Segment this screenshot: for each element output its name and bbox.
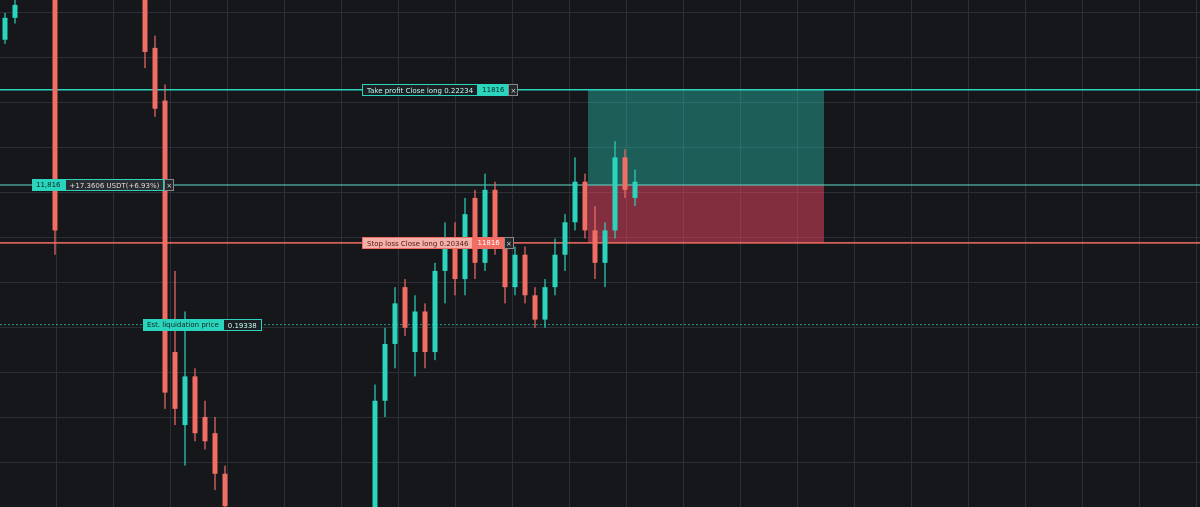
position-tag[interactable]: 11,816 +17.3606 USDT(+6.93%) ×: [32, 178, 175, 191]
liquidation-value: 0.19338: [222, 318, 262, 331]
candle-body: [502, 246, 508, 288]
candle-body: [542, 287, 548, 320]
candle-body: [212, 433, 218, 474]
candle-body: [402, 287, 408, 328]
tp-qty: 11816: [478, 83, 509, 96]
candle-body: [522, 254, 528, 296]
candle-body: [612, 157, 618, 231]
candle-body: [142, 0, 148, 52]
close-button[interactable]: ×: [508, 83, 519, 96]
candle-body: [162, 100, 168, 393]
candle-body: [2, 17, 8, 40]
candle-body: [422, 311, 428, 353]
sl-label: Stop loss Close long 0.20346: [362, 236, 474, 249]
candle-body: [52, 0, 58, 231]
candle-body: [372, 400, 378, 507]
loss-zone: [588, 184, 824, 243]
candle-body: [572, 181, 578, 223]
close-button[interactable]: ×: [164, 178, 175, 191]
stop-loss-tag[interactable]: Stop loss Close long 0.20346 11816 ×: [362, 236, 514, 249]
candle-body: [202, 416, 208, 442]
candle-body: [582, 181, 588, 231]
candle-body: [592, 230, 598, 263]
candle-body: [12, 4, 18, 18]
position-qty: 11,816: [32, 178, 65, 191]
candle-body: [622, 157, 628, 190]
candle-body: [392, 303, 398, 344]
candle-body: [182, 376, 188, 426]
tp-label: Take profit Close long 0.22234: [362, 83, 479, 96]
candle-body: [382, 343, 388, 401]
candle-body: [532, 295, 538, 320]
candle-body: [222, 473, 228, 507]
candle-body: [412, 311, 418, 353]
candle-body: [452, 238, 458, 280]
candle-body: [192, 376, 198, 434]
close-button[interactable]: ×: [503, 236, 514, 249]
candle-body: [152, 47, 158, 109]
candle-body: [602, 230, 608, 263]
take-profit-tag[interactable]: Take profit Close long 0.22234 11816 ×: [362, 83, 519, 96]
sl-qty: 11816: [473, 236, 504, 249]
candle-body: [632, 181, 638, 198]
candle-body: [432, 270, 438, 353]
candle-body: [562, 222, 568, 255]
candle-body: [512, 254, 518, 288]
position-pnl: +17.3606 USDT(+6.93%): [64, 178, 165, 191]
candle-body: [552, 254, 558, 288]
liquidation-tag: Est. liquidation price 0.19338: [143, 318, 262, 331]
candle-body: [472, 197, 478, 263]
candle-body: [482, 189, 488, 263]
liquidation-label: Est. liquidation price: [143, 318, 223, 331]
candle-body: [442, 238, 448, 271]
candle-body: [172, 352, 178, 409]
candle-body: [492, 189, 498, 247]
